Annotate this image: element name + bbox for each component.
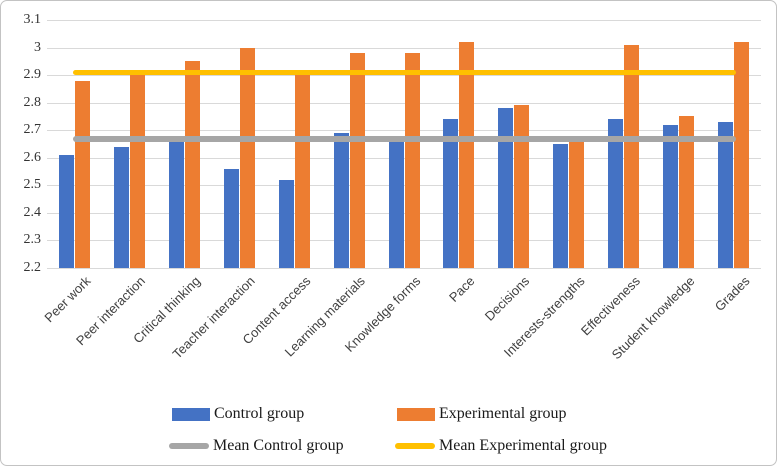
bar-control-group-pace <box>443 119 459 268</box>
gridline <box>47 240 761 242</box>
bar-control-group-teacher-interaction <box>223 168 239 268</box>
bar-experimental-group-content-access <box>294 75 310 268</box>
bar-experimental-group-peer-interaction <box>129 75 145 268</box>
y-tick-label: 2.6 <box>23 149 42 165</box>
y-tick-label: 3.1 <box>23 12 42 27</box>
y-tick-label: 2.3 <box>23 232 42 248</box>
bar-control-group-grades <box>718 122 733 268</box>
legend-swatch-control-group <box>172 407 210 421</box>
gridline <box>47 47 761 49</box>
legend-label-mean-control-group: Mean Control group <box>213 437 344 454</box>
bar-experimental-group-effectiveness <box>624 44 640 268</box>
legend-swatch-experimental-group <box>397 407 435 421</box>
y-tick-label: 2.4 <box>23 204 42 220</box>
mean-line-mean-experimental-group <box>72 69 736 75</box>
legend-swatch-mean-control-group <box>169 443 209 449</box>
bar-experimental-group-interests-strengths <box>569 141 585 268</box>
bar-control-group-student-knowledge <box>663 124 679 268</box>
y-tick-label: 2.5 <box>23 177 42 193</box>
bar-control-group-effectiveness <box>608 119 624 268</box>
legend-entry-experimental-group: Experimental group <box>397 405 567 423</box>
bar-control-group-peer-work <box>59 155 74 268</box>
bar-experimental-group-peer-work <box>75 80 90 268</box>
gridline <box>47 268 761 269</box>
gridline <box>47 212 761 214</box>
bar-experimental-group-pace <box>459 42 475 268</box>
gridline <box>47 20 761 21</box>
bar-experimental-group-student-knowledge <box>679 116 695 268</box>
bar-experimental-group-critical-thinking <box>184 61 200 268</box>
y-tick-label: 2.7 <box>23 122 42 138</box>
legend-entry-control-group: Control group <box>172 405 304 423</box>
mean-line-mean-control-group <box>72 135 736 142</box>
legend-swatch-mean-experimental-group <box>395 443 435 449</box>
bar-control-group-decisions <box>498 108 514 268</box>
y-tick-label: 2.9 <box>23 67 42 83</box>
legend-entry-mean-experimental-group: Mean Experimental group <box>395 437 607 455</box>
bar-experimental-group-grades <box>734 42 749 268</box>
bar-control-group-learning-materials <box>333 133 349 268</box>
bar-control-group-interests-strengths <box>553 144 569 268</box>
legend-label-mean-experimental-group: Mean Experimental group <box>439 437 607 454</box>
legend-label-control-group: Control group <box>214 405 305 422</box>
bar-control-group-content-access <box>278 179 294 268</box>
gridline <box>47 185 761 187</box>
bar-control-group-critical-thinking <box>168 141 184 268</box>
bar-experimental-group-decisions <box>514 105 530 268</box>
gridline <box>47 157 761 159</box>
y-tick-label: 2.8 <box>23 94 42 110</box>
bar-experimental-group-knowledge-forms <box>404 53 420 268</box>
legend-label-experimental-group: Experimental group <box>439 405 567 422</box>
y-tick-label: 2.2 <box>23 260 42 275</box>
gridline <box>47 75 761 77</box>
bar-control-group-peer-interaction <box>113 146 129 268</box>
gridline <box>47 130 761 132</box>
bar-experimental-group-teacher-interaction <box>239 47 255 268</box>
legend-entry-mean-control-group: Mean Control group <box>169 437 344 455</box>
bar-control-group-knowledge-forms <box>388 141 404 268</box>
bar-experimental-group-learning-materials <box>349 53 365 268</box>
gridline <box>47 102 761 104</box>
y-tick-label: 3 <box>34 39 41 55</box>
